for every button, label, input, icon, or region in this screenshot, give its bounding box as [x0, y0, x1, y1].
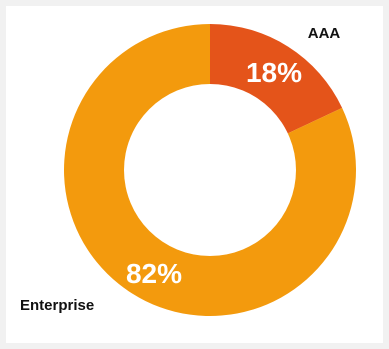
- donut-hole: [124, 84, 296, 256]
- category-label-aaa: AAA: [308, 25, 341, 42]
- slice-label-aaa: 18%: [246, 57, 302, 88]
- slice-label-enterprise: 82%: [126, 258, 182, 289]
- category-label-enterprise: Enterprise: [20, 297, 94, 314]
